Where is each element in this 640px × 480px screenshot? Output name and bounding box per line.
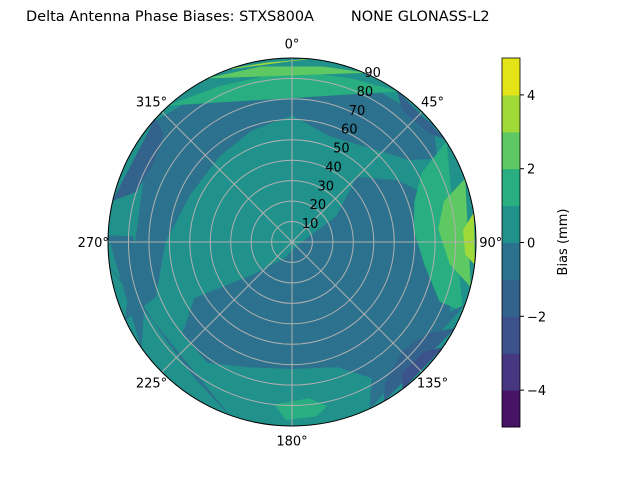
theta-tick-label: 45° (421, 95, 444, 110)
colorbar-tick-label: 0 (527, 237, 535, 252)
contour-region-3 (108, 235, 145, 348)
colorbar-label: Bias (mm) (556, 209, 571, 276)
theta-tick-label: 90° (479, 236, 502, 251)
r-tick-label: 50 (333, 142, 350, 157)
r-tick-label: 90 (364, 66, 381, 81)
colorbar-band (502, 353, 520, 391)
colorbar-band (502, 94, 520, 133)
theta-tick-label: 270° (78, 236, 109, 251)
contour-region-6 (168, 70, 398, 106)
colorbar-band (502, 279, 520, 317)
polar-frame (107, 57, 477, 427)
contour-region-8 (228, 58, 309, 70)
r-tick-label: 10 (302, 217, 319, 232)
theta-gridline (161, 111, 423, 373)
colorbar-band (502, 242, 520, 280)
chart-title: Delta Antenna Phase Biases: STXS800A NON… (26, 9, 490, 25)
contour-region-5 (397, 91, 445, 140)
contour-region-7 (208, 66, 365, 79)
theta-tick-label: 180° (276, 435, 307, 450)
colorbar-tick-label: 2 (527, 163, 535, 178)
contour-region-10 (438, 178, 471, 287)
contour-region-14 (402, 347, 443, 390)
colorbar-band (502, 58, 520, 96)
theta-tick-label: 315° (136, 95, 167, 110)
r-tick-label: 20 (310, 198, 327, 213)
r-tick-label: 80 (357, 85, 374, 100)
colorbar-band (502, 168, 520, 207)
theta-tick-label: 135° (417, 377, 448, 392)
r-tick-label: 70 (349, 104, 366, 119)
r-tick-label: 40 (325, 160, 342, 175)
colorbar-band (502, 205, 520, 243)
colorbar-band (502, 316, 520, 354)
colorbar-tick-label: 4 (527, 89, 535, 104)
colorbar-band (502, 390, 520, 428)
theta-tick-label: 225° (136, 377, 167, 392)
theta-tick-label: 0° (285, 37, 300, 52)
colorbar-band (502, 131, 520, 170)
contour-region-4 (112, 118, 164, 201)
colorbar-tick-label: −4 (527, 384, 546, 399)
r-tick-label: 30 (317, 179, 334, 194)
r-tick-label: 60 (341, 123, 358, 138)
contour-region-11 (463, 212, 475, 265)
colorbar-tick-label: −2 (527, 310, 546, 325)
